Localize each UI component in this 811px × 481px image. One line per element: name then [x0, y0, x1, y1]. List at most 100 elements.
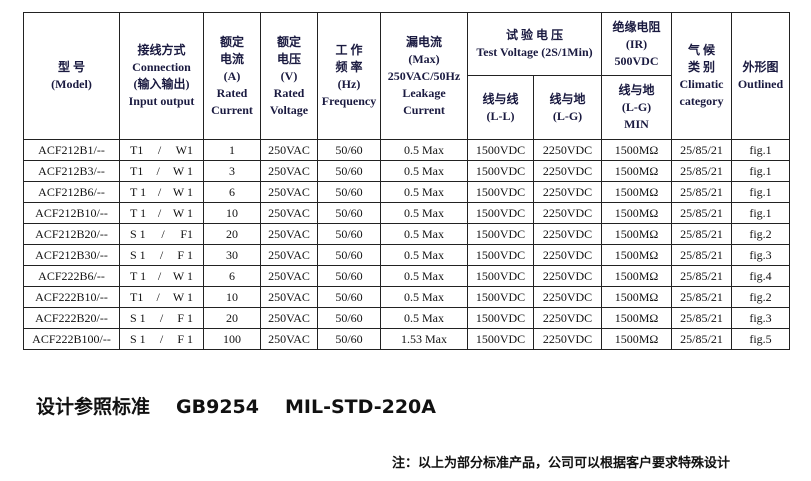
cell-model: ACF212B10/--	[23, 202, 120, 224]
cell-connection: S 1 / F1	[119, 223, 204, 245]
connection-input: T 1	[130, 268, 147, 283]
header-connection: 接线方式 Connection (输入输出) Input output	[119, 12, 204, 140]
cell-lg: 2250VDC	[533, 307, 602, 329]
connection-output: W 1	[172, 268, 193, 283]
header-text: Leakage	[402, 85, 446, 100]
connection-separator: /	[159, 310, 164, 325]
cell-lg: 2250VDC	[533, 202, 602, 224]
spec-table: 型 号 (Model) 接线方式 Connection (输入输出) Input out…	[23, 12, 790, 350]
cell-climatic: 25/85/21	[671, 244, 732, 266]
standard-gb9254: GB9254	[176, 396, 259, 418]
table-row: ACF222B100/-- S 1 / F 1 100 250VAC 50/60 1.53 M…	[23, 328, 790, 350]
connection-separator: /	[157, 205, 162, 220]
table-row: ACF212B10/-- T 1/W 1 10 250VAC 50/60 0.5 Max 1…	[23, 202, 790, 224]
header-text: 500VDC	[614, 53, 659, 68]
cell-lg: 2250VDC	[533, 139, 602, 161]
cell-ll: 1500VDC	[467, 181, 534, 203]
cell-climatic: 25/85/21	[671, 139, 732, 161]
header-text: category	[679, 94, 724, 108]
cell-ir: 1500MΩ	[601, 223, 672, 245]
table-row: ACF222B20/-- S 1/F 1 20 250VAC 50/60 0.5 Max 1…	[23, 307, 790, 329]
cell-voltage: 250VAC	[260, 328, 318, 350]
cell-current: 6	[203, 181, 261, 203]
connection-output: F 1	[177, 331, 193, 346]
cell-connection: T 1 / W 1	[119, 202, 204, 224]
cell-ir: 1500MΩ	[601, 328, 672, 350]
header-text: 250VAC/50Hz	[387, 68, 461, 83]
cell-climatic: 25/85/21	[671, 265, 732, 287]
header-text: (A)	[223, 68, 241, 83]
header-text: 工 作	[335, 43, 363, 57]
header-ir: 绝缘电阻 (IR) 500VDC	[601, 12, 672, 76]
cell-model: ACF212B30/--	[23, 244, 120, 266]
connection-separator: /	[157, 184, 162, 199]
cell-frequency: 50/60	[317, 139, 381, 161]
cell-outline: fig.2	[731, 223, 790, 245]
table-row: ACF222B6/-- T 1/W 1 6 250VAC 50/60 0.5 Max 150…	[23, 265, 790, 287]
header-text: (输入输出)	[133, 77, 190, 91]
table-row: ACF212B30/-- S 1/F 1 30 250VAC 50/60 0.5 Max 1…	[23, 244, 790, 266]
connection-input: T 1	[130, 205, 147, 220]
header-text: 线与地	[549, 91, 586, 106]
connection-input: S 1	[130, 247, 146, 262]
header-text: 线与线	[482, 91, 519, 106]
header-text: 试 验 电 压	[505, 28, 563, 42]
cell-connection: T 1 / W 1	[119, 265, 204, 287]
cell-voltage: 250VAC	[260, 160, 318, 182]
cell-lg: 2250VDC	[533, 181, 602, 203]
header-text: Outlined	[737, 77, 784, 91]
cell-current: 100	[203, 328, 261, 350]
cell-outline: fig.3	[731, 307, 790, 329]
standards-label: 设计参照标准	[36, 396, 151, 418]
cell-leakage: 0.5 Max	[380, 139, 468, 161]
cell-leakage: 0.5 Max	[380, 202, 468, 224]
header-text: 频 率	[335, 60, 363, 74]
header-text: 气 候	[687, 43, 715, 57]
cell-model: ACF212B3/--	[23, 160, 120, 182]
header-text: (L-G)	[552, 108, 583, 123]
cell-frequency: 50/60	[317, 328, 381, 350]
header-text: 额定	[219, 34, 244, 49]
header-text: 额定	[276, 34, 301, 49]
cell-frequency: 50/60	[317, 160, 381, 182]
connection-separator: /	[156, 163, 160, 178]
header-text: Input output	[128, 94, 195, 108]
cell-outline: fig.3	[731, 244, 790, 266]
cell-frequency: 50/60	[317, 265, 381, 287]
connection-separator: /	[156, 289, 160, 304]
cell-climatic: 25/85/21	[671, 223, 732, 245]
cell-voltage: 250VAC	[260, 307, 318, 329]
connection-input: S 1	[130, 226, 146, 241]
cell-lg: 2250VDC	[533, 328, 602, 350]
cell-outline: fig.1	[731, 202, 790, 224]
cell-current: 20	[203, 307, 261, 329]
cell-climatic: 25/85/21	[671, 160, 732, 182]
cell-lg: 2250VDC	[533, 265, 602, 287]
footnote: 注：以上为部分标准产品，公司可以根据客户要求特殊设计	[392, 456, 731, 471]
header-text: 型 号	[57, 60, 85, 74]
cell-model: ACF222B10/--	[23, 286, 120, 308]
cell-outline: fig.1	[731, 181, 790, 203]
connection-separator: /	[157, 268, 162, 283]
connection-input: T1	[130, 142, 144, 157]
cell-climatic: 25/85/21	[671, 202, 732, 224]
cell-outline: fig.1	[731, 139, 790, 161]
cell-model: ACF222B20/--	[23, 307, 120, 329]
cell-current: 6	[203, 265, 261, 287]
header-outline: 外形图 Outlined	[731, 12, 790, 140]
header-climatic: 气 候类 别 Climatic category	[671, 12, 732, 140]
header-text: 漏电流	[405, 34, 442, 49]
cell-voltage: 250VAC	[260, 223, 318, 245]
header-frequency: 工 作频 率 (Hz) Frequency	[317, 12, 381, 140]
header-voltage: 额定 电压 (V) Rated Voltage	[260, 12, 318, 140]
cell-model: ACF222B6/--	[23, 265, 120, 287]
cell-lg: 2250VDC	[533, 223, 602, 245]
cell-ll: 1500VDC	[467, 286, 534, 308]
header-text: Test Voltage (2S/1Min)	[476, 45, 593, 59]
connection-output: W 1	[172, 184, 193, 199]
cell-ir: 1500MΩ	[601, 139, 672, 161]
cell-frequency: 50/60	[317, 202, 381, 224]
cell-leakage: 0.5 Max	[380, 181, 468, 203]
cell-ir: 1500MΩ	[601, 265, 672, 287]
cell-model: ACF212B20/--	[23, 223, 120, 245]
